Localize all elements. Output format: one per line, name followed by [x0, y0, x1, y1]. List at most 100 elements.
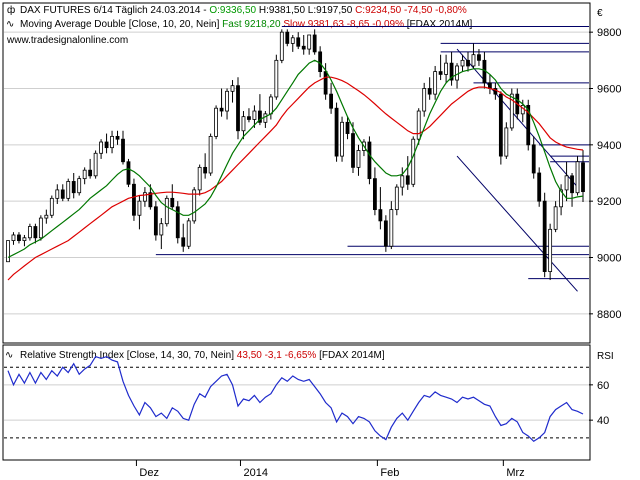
- candle: [570, 173, 574, 207]
- candle-body: [137, 200, 142, 216]
- candle: [241, 111, 246, 140]
- candle: [383, 215, 388, 252]
- rsi-symbol: [FDAX 2014M]: [316, 350, 385, 361]
- candlestick-icon: ф: [7, 4, 15, 16]
- price-axis: 8800 9000 9200 9400 9600 9800: [589, 27, 621, 321]
- candle-body: [340, 121, 344, 157]
- candle: [252, 105, 257, 128]
- candle-body: [110, 135, 114, 149]
- x-tick-label: Mrz: [506, 467, 524, 479]
- candle: [44, 209, 49, 224]
- candle-body: [285, 31, 290, 44]
- candle-body: [104, 141, 109, 149]
- candle-body: [49, 197, 54, 216]
- candle-body: [219, 107, 224, 112]
- candle-body: [27, 226, 32, 239]
- candle: [164, 195, 169, 227]
- candle: [247, 108, 251, 123]
- candle-body: [121, 138, 125, 163]
- candle-body: [405, 175, 410, 185]
- candle: [449, 51, 454, 86]
- rsi-tick-label: 40: [597, 415, 609, 427]
- candle: [214, 105, 219, 140]
- candle-body: [170, 197, 175, 208]
- price-tick-label: 9400: [597, 140, 621, 152]
- currency-label: €: [597, 8, 603, 19]
- candle-body: [427, 88, 432, 95]
- price-tick-label: 9800: [597, 27, 621, 39]
- candle-body: [383, 220, 388, 247]
- candle-body: [433, 71, 438, 95]
- candle: [542, 192, 547, 278]
- candle: [110, 130, 114, 154]
- rsi-axis-title: RSI: [597, 351, 614, 362]
- candle-body: [214, 107, 219, 137]
- candle: [153, 201, 158, 241]
- candle-body: [509, 93, 514, 129]
- candle-body: [564, 175, 569, 191]
- candle-body: [225, 90, 229, 112]
- candle-body: [148, 192, 153, 208]
- candle: [531, 136, 536, 179]
- candle: [55, 184, 60, 204]
- candle: [22, 234, 27, 247]
- candle: [132, 178, 136, 221]
- candle-body: [323, 71, 328, 95]
- candle-body: [296, 37, 301, 47]
- candle: [11, 232, 16, 245]
- candle-body: [400, 175, 405, 188]
- candle: [378, 187, 383, 230]
- candle-body: [329, 93, 334, 109]
- candle-body: [570, 175, 574, 194]
- candle-body: [367, 141, 372, 180]
- candle-body: [126, 161, 131, 185]
- candle-body: [356, 150, 361, 168]
- candle: [367, 136, 372, 185]
- candle: [559, 184, 564, 216]
- price-tick-label: 8800: [597, 309, 621, 321]
- candle: [422, 82, 427, 117]
- candle: [575, 156, 580, 196]
- candle: [99, 139, 104, 159]
- price-header: ф DAX FUTURES 6/14 Täglich 24.03.2014 - …: [6, 4, 603, 46]
- candle: [225, 88, 229, 120]
- candle-body: [77, 178, 82, 194]
- candle-body: [71, 181, 76, 194]
- candle: [504, 122, 509, 159]
- rsi-series: [7, 355, 584, 443]
- candle: [66, 178, 71, 202]
- price-panel-border: [2, 2, 591, 344]
- candle: [477, 49, 481, 66]
- candle-body: [159, 223, 164, 236]
- candle: [115, 130, 120, 145]
- candle-body: [345, 121, 350, 134]
- candle: [564, 161, 569, 202]
- candle: [438, 54, 443, 81]
- candle: [301, 34, 306, 55]
- candle-body: [542, 200, 547, 272]
- candle: [181, 223, 186, 252]
- ma-symbol: [FDAX 2014M]: [404, 19, 473, 30]
- candle-body: [82, 169, 87, 180]
- candle-body: [263, 113, 268, 123]
- price-header-line2: Moving Average Double [Close, 10, 20, Ne…: [20, 19, 473, 30]
- candle-body: [257, 110, 262, 123]
- candle-body: [203, 166, 208, 174]
- candle-body: [411, 138, 416, 185]
- candle: [372, 167, 377, 216]
- candle: [548, 223, 553, 281]
- candle: [27, 223, 32, 241]
- candle-body: [175, 206, 180, 239]
- x-tick-label: Dez: [139, 467, 159, 479]
- x-tick-label: 2014: [243, 467, 267, 479]
- ma-slow: Slow 9381,63 -8,65 -0,09%: [281, 19, 405, 30]
- candle-body: [247, 116, 251, 120]
- moving-average-icon: ∿: [6, 19, 14, 30]
- candle: [433, 65, 438, 100]
- candle: [466, 51, 470, 72]
- candle: [186, 218, 191, 250]
- candle: [274, 54, 279, 100]
- x-tick-label: Feb: [380, 467, 399, 479]
- candle: [553, 201, 558, 233]
